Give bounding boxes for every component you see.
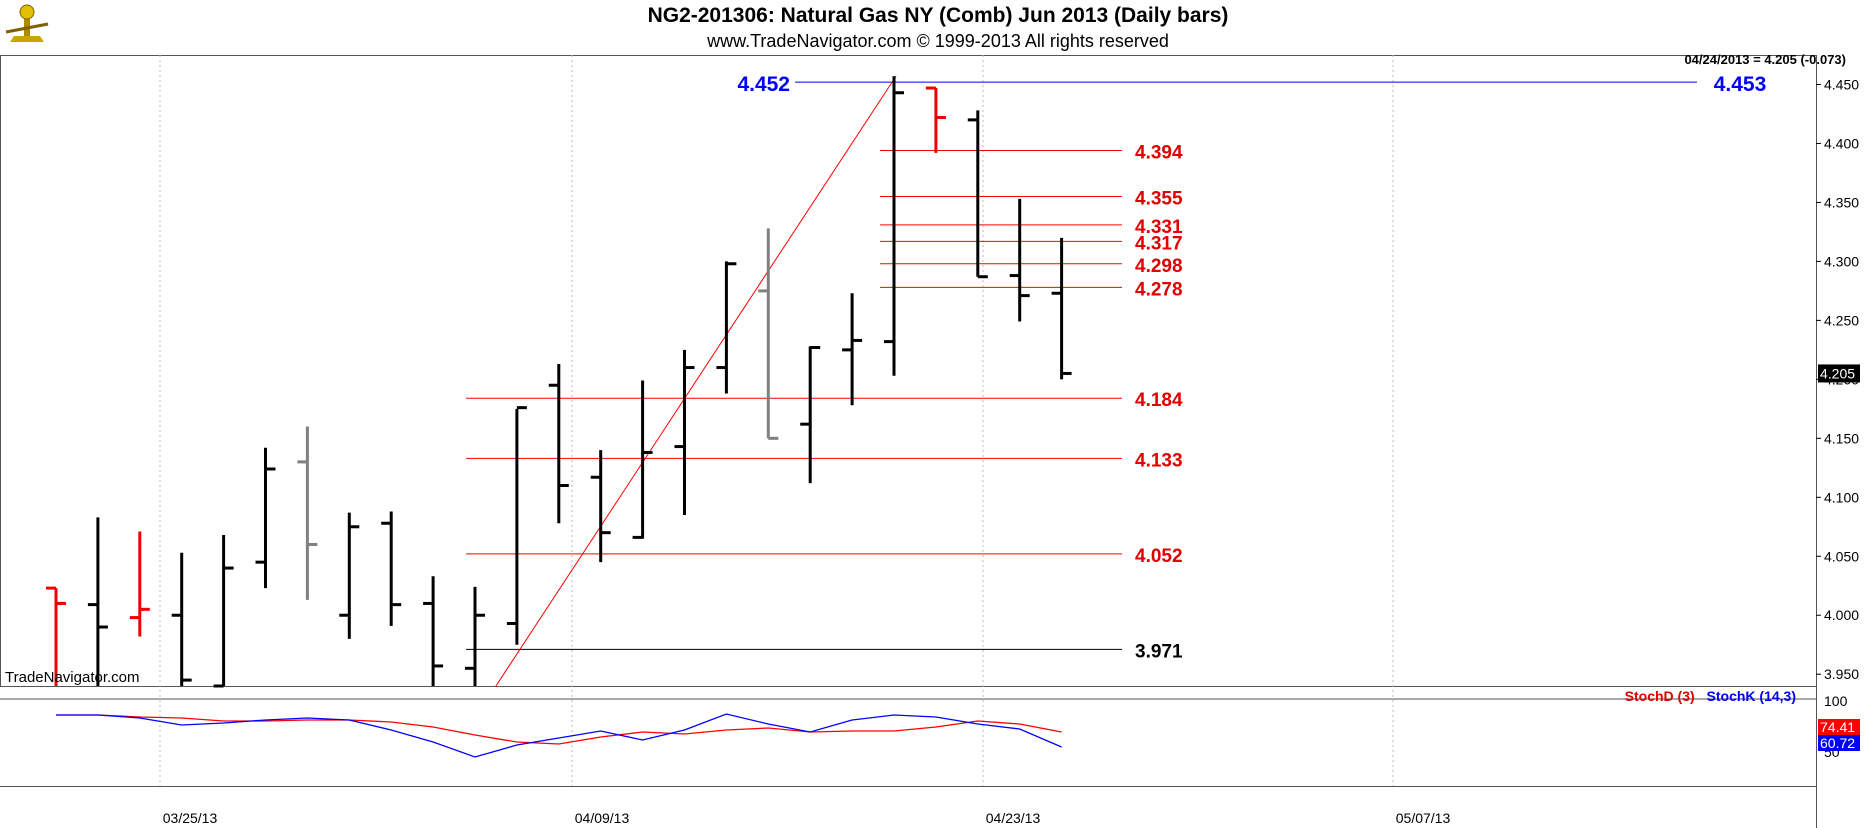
price-tick-label: 3.950 — [1824, 666, 1859, 682]
price-tick-label: 4.350 — [1824, 194, 1859, 210]
stoch-k-line — [56, 713, 1062, 758]
fib-level-label: 4.133 — [1135, 450, 1183, 471]
fib-level-label: 4.278 — [1135, 279, 1183, 300]
stoch-d-legend: StochD (3) — [1624, 688, 1695, 704]
price-tick-label: 4.300 — [1824, 253, 1859, 269]
date-tick-label: 04/09/13 — [575, 810, 630, 826]
current-price-label: 4.205 — [1820, 365, 1855, 381]
date-tick-label: 05/07/13 — [1396, 810, 1451, 826]
fib-level-label: 4.298 — [1135, 256, 1183, 277]
price-tick-label: 4.250 — [1824, 312, 1859, 328]
stochastic-legend: StochD (3) StochK (14,3) — [1625, 688, 1796, 704]
fib-level-label: 4.394 — [1135, 143, 1183, 164]
fib-level-label: 4.184 — [1135, 390, 1183, 411]
price-tick-label: 4.150 — [1824, 430, 1859, 446]
fib-level-label: 4.317 — [1135, 233, 1183, 254]
high-level-label-left: 4.452 — [737, 73, 790, 96]
stoch-tick-label: 100 — [1824, 693, 1848, 709]
chart-title: NG2-201306: Natural Gas NY (Comb) Jun 20… — [647, 4, 1229, 27]
fib-level-label: 4.052 — [1135, 546, 1183, 567]
last-quote: 04/24/2013 = 4.205 (-0.073) — [1684, 52, 1846, 67]
fib-level-label: 4.331 — [1135, 217, 1183, 238]
price-tick-label: 4.450 — [1824, 76, 1859, 92]
date-tick-label: 04/23/13 — [986, 810, 1041, 826]
price-tick-label: 4.100 — [1824, 489, 1859, 505]
price-tick-label: 4.050 — [1824, 548, 1859, 564]
stoch-d-line — [56, 714, 1062, 745]
current-price-box — [1818, 364, 1860, 383]
price-tick-label: 4.400 — [1824, 135, 1859, 151]
price-tick-label: 4.000 — [1824, 607, 1859, 623]
fib-level-label: 4.355 — [1135, 189, 1183, 210]
copyright-text: www.TradeNavigator.com © 1999-2013 All r… — [707, 31, 1169, 51]
low-level-label: 3.971 — [1135, 641, 1183, 662]
stoch-k-value-box — [1818, 735, 1860, 751]
trade-navigator-logo — [5, 4, 49, 42]
date-tick-label: 03/25/13 — [163, 810, 218, 826]
stoch-d-value: 74.41 — [1820, 719, 1855, 735]
stoch-k-legend: StochK (14,3) — [1706, 688, 1796, 704]
stoch-d-value-box — [1818, 719, 1860, 735]
trend-line — [495, 75, 897, 687]
watermark: TradeNavigator.com — [5, 669, 140, 686]
stoch-k-value: 60.72 — [1820, 735, 1855, 751]
high-level-label-right: 4.453 — [1714, 73, 1767, 96]
